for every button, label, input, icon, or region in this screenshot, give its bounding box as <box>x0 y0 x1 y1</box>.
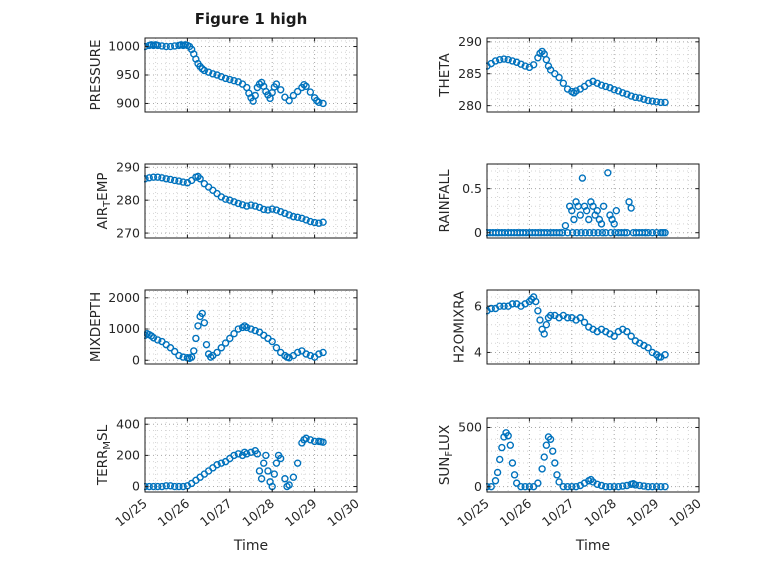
y-tick-label: 900 <box>116 96 140 111</box>
rainfall-plot-canvas: 0 0.5 RAINFALL <box>437 163 700 240</box>
y-tick-label: 4 <box>474 345 482 360</box>
y-tick-label: 400 <box>116 416 140 431</box>
subplot-sun-flux: 0 500 10/25 10/26 10/27 10/28 10/29 10/30 Time SU… <box>437 417 704 554</box>
axes-box <box>486 289 700 365</box>
subplot-mixdepth: 0 1000 2000 MIXDEPTH <box>88 289 358 367</box>
tick-marks <box>144 164 358 238</box>
y-tick-label: 0 <box>474 479 482 494</box>
data-markers <box>144 434 327 491</box>
x-tick-label: 10/28 <box>581 496 619 530</box>
y-tick-label: 950 <box>116 67 140 82</box>
x-axis-label: Time <box>575 538 610 554</box>
y-axis-label: THETA <box>437 53 453 98</box>
y-tick-label: 1000 <box>108 39 140 54</box>
x-tick-label: 10/30 <box>666 496 704 530</box>
theta-plot-canvas: 280 285 290 THETA <box>437 34 700 113</box>
subplot-terr-msl: 0 200 400 10/25 10/26 10/27 10/28 10/29 10/30 Tim… <box>95 416 362 554</box>
axes-box <box>486 417 700 493</box>
data-markers <box>486 293 669 361</box>
tick-marks <box>144 290 358 364</box>
x-tick-label: 10/27 <box>197 496 235 530</box>
x-axis-label: Time <box>233 538 268 554</box>
tick-marks <box>486 290 700 364</box>
minor-gridlines <box>487 164 699 238</box>
x-tick-label: 10/25 <box>454 496 492 530</box>
data-markers <box>144 309 327 363</box>
y-tick-label: 0 <box>132 352 140 367</box>
subplot-theta: 280 285 290 THETA <box>437 34 700 113</box>
axes-box <box>486 37 700 113</box>
y-tick-label: 500 <box>458 420 482 435</box>
minor-gridlines <box>487 290 699 364</box>
y-tick-label: 280 <box>458 98 482 113</box>
y-axis-label: RAINFALL <box>437 169 453 232</box>
tick-marks <box>486 38 700 112</box>
figure-title: Figure 1 high <box>194 10 308 28</box>
x-tick-label: 10/29 <box>624 496 662 530</box>
y-tick-label: 0 <box>132 479 140 494</box>
subplot-h2omixra: 4 6 H2OMIXRA <box>452 289 700 365</box>
y-tick-label: 290 <box>458 34 482 49</box>
x-tick-label: 10/27 <box>539 496 577 530</box>
sun-flux-plot-canvas: 0 500 10/25 10/26 10/27 10/28 10/29 10/30 Time SU… <box>437 417 704 554</box>
x-tick-label: 10/28 <box>239 496 277 530</box>
x-tick-label: 10/29 <box>282 496 320 530</box>
x-tick-label: 10/26 <box>497 496 535 530</box>
y-tick-label: 1000 <box>108 321 140 336</box>
minor-gridlines <box>487 418 699 492</box>
tick-marks <box>486 164 700 238</box>
data-markers <box>144 172 327 227</box>
x-tick-label: 10/26 <box>155 496 193 530</box>
x-tick-label: 10/25 <box>112 496 150 530</box>
x-tick-label: 10/30 <box>324 496 362 530</box>
h2omixra-plot-canvas: 4 6 H2OMIXRA <box>452 289 700 365</box>
terr-msl-plot-canvas: 0 200 400 10/25 10/26 10/27 10/28 10/29 10/30 Tim… <box>95 416 362 554</box>
subplot-air-temp: 270 280 290 AIRTEMP <box>95 159 358 240</box>
y-tick-label: 0 <box>474 225 482 240</box>
pressure-plot-canvas: 900 950 1000 PRESSURE <box>88 37 358 113</box>
axes-box <box>144 289 358 365</box>
y-tick-label: 290 <box>116 159 140 174</box>
y-tick-label: 200 <box>116 448 140 463</box>
tick-marks <box>144 38 358 112</box>
axes-box <box>144 163 358 239</box>
data-markers <box>144 41 327 108</box>
y-axis-label: AIRTEMP <box>95 172 113 229</box>
subplot-rainfall: 0 0.5 RAINFALL <box>437 163 700 240</box>
y-axis-label: SUNFLUX <box>437 425 455 485</box>
y-axis-label: H2OMIXRA <box>452 290 468 363</box>
y-tick-label: 6 <box>474 298 482 313</box>
y-tick-label: 0.5 <box>462 181 482 196</box>
y-tick-label: 2000 <box>108 290 140 305</box>
data-markers <box>486 429 669 491</box>
tick-marks <box>486 418 700 492</box>
y-tick-label: 280 <box>116 192 140 207</box>
mixdepth-plot-canvas: 0 1000 2000 MIXDEPTH <box>88 289 358 367</box>
axes-box <box>486 163 700 239</box>
data-markers <box>486 169 669 237</box>
subplot-pressure: 900 950 1000 PRESSURE <box>88 37 358 113</box>
y-axis-label: PRESSURE <box>88 40 104 111</box>
y-tick-label: 285 <box>458 66 482 81</box>
y-axis-label: MIXDEPTH <box>88 292 104 362</box>
y-axis-label: TERRMSL <box>95 424 113 486</box>
tick-marks <box>144 418 358 492</box>
y-tick-label: 270 <box>116 225 140 240</box>
